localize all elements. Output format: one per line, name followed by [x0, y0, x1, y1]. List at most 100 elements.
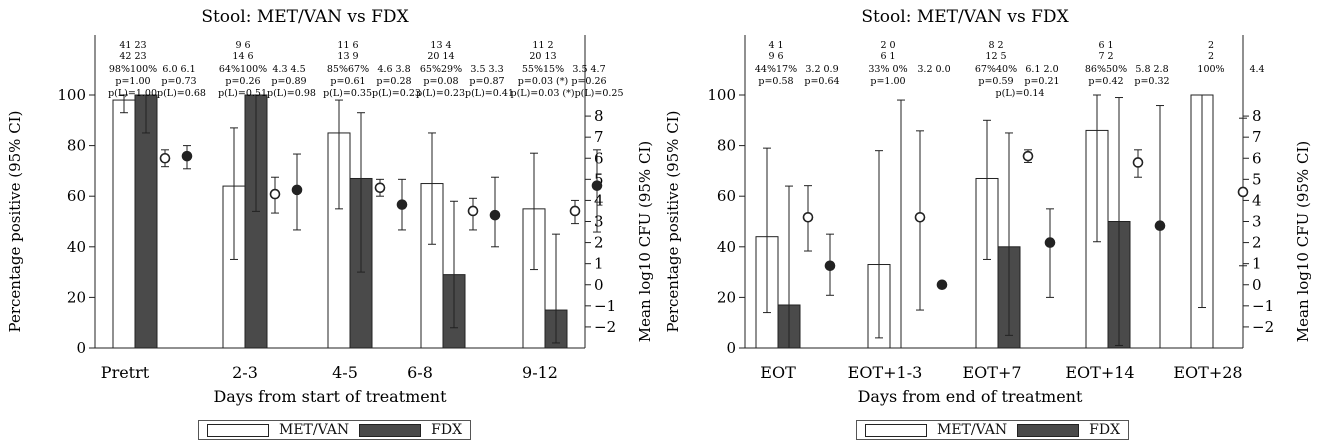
- annotation-n-positive: 2: [1208, 40, 1214, 51]
- cfu-marker-fdx: [1154, 220, 1166, 232]
- annotation-n-total: 6 1: [880, 51, 895, 62]
- y2-tick-label: 0: [594, 276, 604, 294]
- y2-tick-label: −2: [1252, 318, 1274, 336]
- cfu-marker-fdx: [291, 184, 303, 196]
- x-tick-label: EOT+7: [962, 363, 1021, 382]
- annotation-n-total: 20 13: [529, 51, 556, 62]
- annotation-p-percent: p=0.58: [758, 76, 793, 87]
- annotation-n-positive: 2 0: [880, 40, 895, 51]
- y-tick-label: 0: [726, 339, 736, 357]
- x-axis-label: Days from end of treatment: [858, 387, 1083, 406]
- x-tick-label: EOT+14: [1065, 363, 1134, 382]
- annotation-p-percent: p=1.00: [115, 76, 150, 87]
- cfu-marker-metvan: [1237, 186, 1249, 198]
- annotation-p-percent: p=0.61: [330, 76, 365, 87]
- cfu-marker-fdx: [396, 199, 408, 210]
- annotation-cfu-means: 3.5 4.7: [572, 64, 605, 75]
- annotation-percent: 67%40%: [975, 64, 1017, 75]
- annotation-percent: 98%100%: [109, 64, 157, 75]
- y2-tick-label: 0: [1252, 276, 1262, 294]
- legend-label-fdx-2: FDX: [1089, 422, 1121, 438]
- annotation-cfu-means: 3.5 3.3: [470, 64, 503, 75]
- y2-tick-label: 2: [594, 234, 604, 252]
- y2-tick-label: 6: [1252, 149, 1262, 167]
- annotation-p-logistic: p(L)=1.00p(L)=0.68: [108, 88, 206, 99]
- x-tick-label: 4-5: [332, 363, 358, 382]
- annotation-p-percent: p=1.00: [870, 76, 905, 87]
- y-tick-label: 100: [707, 86, 736, 104]
- y2-tick-label: −1: [1252, 297, 1274, 315]
- cfu-marker-fdx: [1044, 237, 1056, 248]
- annotation-n-total: 13 9: [337, 51, 358, 62]
- annotation-n-total: 42 23: [119, 51, 146, 62]
- annotation-p-percent: p=0.42: [1088, 76, 1123, 87]
- y2-tick-label: 8: [594, 107, 604, 125]
- cfu-marker-metvan: [1132, 157, 1144, 168]
- annotation-p-logistic: p(L)=0.51p(L)=0.98: [218, 88, 316, 99]
- annotation-p-cfu: p=0.32: [1134, 76, 1169, 87]
- annotation-n-positive: 6 1: [1098, 40, 1113, 51]
- chart-panel-end: Stool: MET/VAN vs FDX 0 20 40 60 80 100 −2 −1 0 1 2…: [660, 0, 1319, 445]
- annotation-percent: 55%15%: [522, 64, 564, 75]
- x-tick-label: EOT+1-3: [848, 363, 923, 382]
- annotation-p-cfu: p=0.28: [376, 76, 411, 87]
- y2-tick-label: 4: [594, 191, 604, 209]
- annotation-p-cfu: p=0.64: [804, 76, 839, 87]
- y-axis-label: Percentage positive (95% CI): [6, 111, 24, 333]
- annotation-p-cfu: p=0.26: [571, 76, 606, 87]
- annotation-n-total: 9 6: [768, 51, 783, 62]
- y2-tick-label: 1: [594, 255, 604, 273]
- x-tick-label: EOT: [760, 363, 796, 382]
- annotation-n-positive: 11 6: [337, 40, 358, 51]
- annotation-cfu-means: 4.6 3.8: [377, 64, 410, 75]
- annotation-p-cfu: p=0.73: [161, 76, 196, 87]
- cfu-marker-metvan: [569, 205, 581, 217]
- y2-axis-label: Mean log10 CFU (95% CI): [1294, 141, 1312, 342]
- chart-end-of-treatment: Stool: MET/VAN vs FDX020406080100−2−1012…: [664, 7, 1312, 406]
- annotation-p-cfu: p=0.89: [271, 76, 306, 87]
- annotation-cfu-means: 5.8 2.8: [1135, 64, 1168, 75]
- x-tick-label: 9-12: [522, 363, 558, 382]
- annotation-cfu-means: 3.2 0.9: [805, 64, 838, 75]
- cfu-marker-metvan: [159, 152, 171, 164]
- y2-tick-label: 3: [594, 213, 604, 231]
- annotation-p-percent: p=0.59: [978, 76, 1013, 87]
- y-tick-label: 20: [67, 288, 86, 306]
- annotation-n-positive: 41 23: [119, 40, 146, 51]
- y2-tick-label: 4: [1252, 191, 1262, 209]
- y-tick-label: 0: [76, 339, 86, 357]
- annotation-n-positive: 13 4: [430, 40, 451, 51]
- cfu-marker-fdx: [181, 150, 193, 162]
- cfu-marker-fdx: [936, 279, 948, 291]
- legend-label-metvan: MET/VAN: [279, 422, 350, 438]
- annotation-n-total: 2: [1208, 51, 1214, 62]
- annotation-p-logistic: p(L)=0.35p(L)=0.23: [323, 88, 421, 99]
- annotation-p-percent: p=0.03 (*): [518, 76, 568, 87]
- x-tick-label: Pretrt: [101, 363, 150, 382]
- y-tick-label: 40: [67, 238, 86, 256]
- annotation-cfu-means: 6.0 6.1: [162, 64, 195, 75]
- annotation-percent: 85%67%: [327, 64, 369, 75]
- y-tick-label: 80: [67, 137, 86, 155]
- annotation-n-positive: 9 6: [235, 40, 250, 51]
- legend-swatch-fdx-2: [1017, 423, 1080, 437]
- legend-end: MET/VAN FDX: [856, 420, 1130, 440]
- cfu-marker-metvan: [269, 188, 281, 200]
- annotation-cfu-means: 4.4: [1249, 64, 1264, 75]
- annotation-n-positive: 8 2: [988, 40, 1003, 51]
- legend-start: MET/VAN FDX: [198, 420, 472, 440]
- y2-tick-label: 5: [594, 170, 604, 188]
- chart-title: Stool: MET/VAN vs FDX: [201, 7, 409, 27]
- y2-tick-label: 7: [1252, 128, 1262, 146]
- y-tick-label: 60: [717, 187, 736, 205]
- legend-label-fdx: FDX: [431, 422, 463, 438]
- annotation-cfu-means: 4.3 4.5: [272, 64, 305, 75]
- cfu-marker-metvan: [914, 211, 926, 223]
- annotation-p-logistic: p(L)=0.03 (*)p(L)=0.25: [510, 88, 623, 99]
- bar-metvan: [112, 99, 136, 349]
- y2-axis-label: Mean log10 CFU (95% CI): [636, 141, 654, 342]
- x-tick-label: 6-8: [407, 363, 433, 382]
- y-tick-label: 100: [57, 86, 86, 104]
- y2-tick-label: 6: [594, 149, 604, 167]
- y-tick-label: 80: [717, 137, 736, 155]
